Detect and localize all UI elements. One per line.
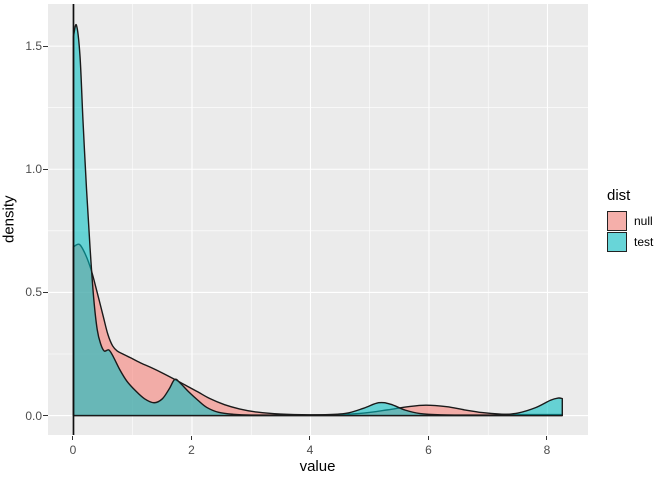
y-tick-label: 0.0 [25,408,42,423]
legend-item-test: test [607,232,653,252]
x-tick-label: 2 [188,443,195,457]
density-chart [47,4,588,435]
density-area-null [72,243,563,417]
y-tick-mark [43,291,48,293]
x-tick-label: 6 [425,443,432,457]
x-tick-label: 4 [306,443,314,457]
x-tick-mark [72,435,74,440]
legend-title: dist [607,187,631,204]
x-tick-mark [427,435,429,440]
x-tick-mark [309,435,311,440]
legend-key-null-swatch [607,211,627,231]
x-tick-mark [190,435,192,440]
y-tick-label: 1.5 [25,39,42,54]
legend-key-test-swatch [607,232,627,252]
y-tick-label: 0.5 [25,285,42,300]
legend-label-null: null [634,214,653,228]
y-tick-mark [43,45,48,47]
y-tick-mark [43,168,48,170]
x-tick-label: 8 [543,443,551,457]
legend-item-null: null [607,211,653,231]
plot-panel [47,4,588,435]
density-area-test [72,23,563,417]
x-tick-label: 0 [69,443,77,457]
y-tick-mark [43,415,48,417]
y-tick-label: 1.0 [25,162,42,177]
y-axis-title: density [0,195,18,244]
x-tick-mark [546,435,548,440]
legend-label-test: test [634,235,654,249]
x-axis-title: value [299,458,336,475]
legend: dist null test [607,187,653,253]
